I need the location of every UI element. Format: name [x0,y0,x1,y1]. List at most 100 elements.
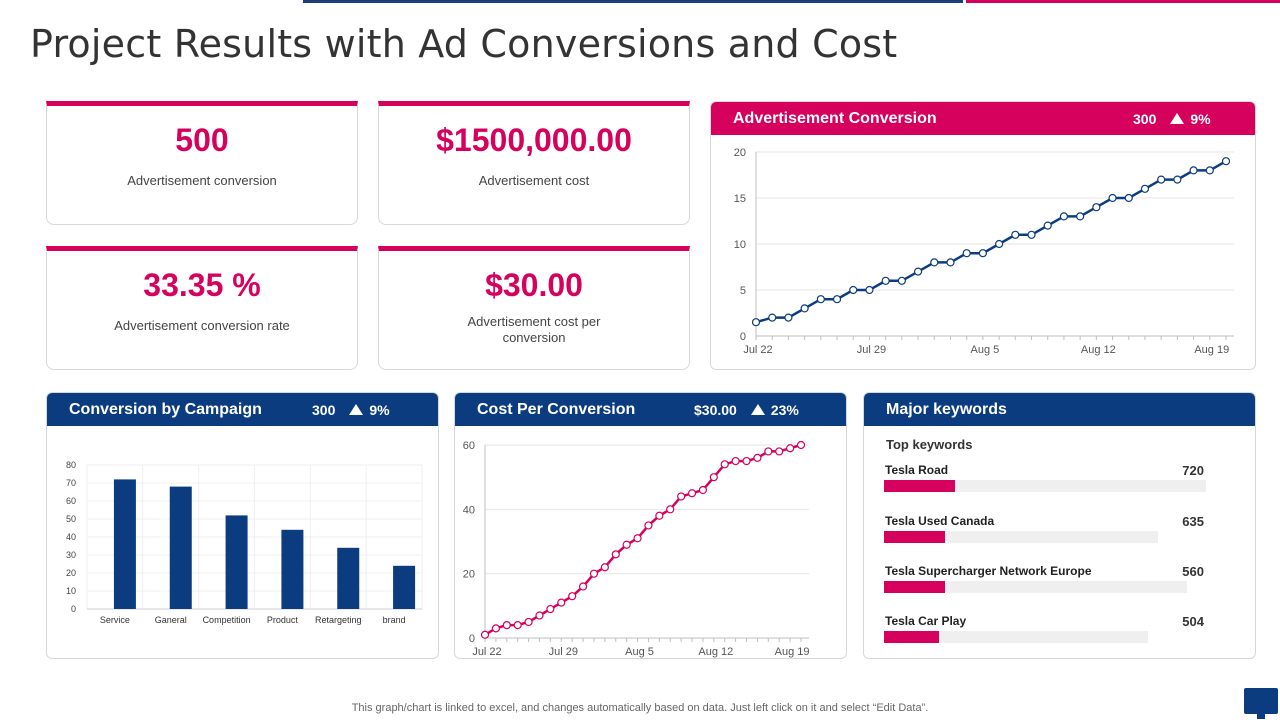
data-point [816,295,825,304]
data-point [1059,212,1069,221]
kpi-card-conversion: 500 Advertisement conversion [46,101,358,225]
keyword-bar-track [884,480,1206,492]
data-point [513,621,522,630]
data-point [622,540,631,549]
keywords-header: Major keywords [864,393,1255,426]
panel-title: Major keywords [886,400,1007,418]
x-tick-label: Aug 19 [775,646,810,658]
ad-conversion-panel: Advertisement Conversion 300 9% 0 5 10 15 20… [710,101,1256,370]
data-point [1011,230,1020,239]
data-point [995,239,1004,249]
stat-change: 9% [369,401,390,418]
kpi-label: Advertisement conversion [127,173,277,188]
keywords-subtitle: Top keywords [886,437,973,452]
y-tick-label: 0 [71,604,76,614]
data-point [731,456,740,466]
data-point [535,611,544,620]
kpi-value: 500 [175,122,229,158]
panel-title: Conversion by Campaign [69,400,262,418]
kpi-card-cost-per-conversion: $30.00 Advertisement cost per conversion [378,246,690,370]
y-tick-label: 60 [463,440,475,452]
stat-change: 23% [770,401,799,418]
up-triangle-icon [349,404,364,415]
top-accent-pink [966,0,1280,3]
panel-stat: $30.00 23% [694,393,799,426]
keyword-row: Tesla Car Play 504 [884,614,1204,654]
series-line [755,160,1227,324]
data-point [881,276,890,285]
x-tick-label: Product [267,615,299,625]
y-tick-label: 40 [66,532,76,542]
x-tick-label: Aug 5 [971,344,1000,356]
data-point [1140,184,1150,193]
keyword-name: Tesla Road [885,463,949,477]
data-point [546,604,555,614]
data-point [962,249,971,258]
keyword-name: Tesla Used Canada [885,514,995,528]
x-tick-label: Jul 29 [549,646,578,658]
data-point [611,550,620,559]
y-tick-label: 15 [734,193,746,205]
campaign-chart: 0 10 20 30 40 50 60 70 80 Service Ganeral Competiti… [66,460,423,625]
kpi-label: Advertisement cost per conversion [467,314,601,345]
y-tick-label: 20 [734,147,746,159]
keyword-bar-fill [884,631,939,643]
keyword-bar-fill [884,581,946,593]
bar [225,515,248,609]
data-point [800,304,809,313]
y-tick-label: 80 [66,460,76,470]
monitor-icon[interactable] [1244,688,1278,719]
up-triangle-icon [1170,113,1185,124]
x-tick-label: Retargeting [315,615,362,625]
keyword-bar-fill [884,480,955,492]
data-point [709,473,718,482]
x-tick-label: Competition [203,615,251,625]
kpi-card-conversion-rate: 33.35 % Advertisement conversion rate [46,246,358,370]
data-point [913,267,923,276]
data-point [1205,166,1214,175]
data-point [720,460,729,469]
bar [169,486,192,609]
y-tick-label: 40 [463,504,475,516]
data-point [751,318,761,327]
data-point [578,582,588,591]
kpi-card-cost: $1500,000.00 Advertisement cost [378,101,690,225]
keyword-value: 504 [1182,614,1204,629]
data-point [832,295,842,304]
cost-chart: 0 20 40 60 Jul 22 Jul 29 Aug 5 Aug 12 Aug 19 [463,440,810,658]
page-title: Project Results with Ad Conversions and … [30,22,898,66]
y-tick-label: 70 [66,478,76,488]
data-point [589,569,599,578]
bar [281,529,304,609]
campaign-panel: Conversion by Campaign 300 9% 0 10 20 30 40 5… [46,392,439,659]
data-point [557,598,566,607]
keyword-value: 635 [1182,514,1204,529]
x-tick-label: Jul 29 [857,344,886,356]
x-tick-label: Aug 12 [698,646,733,658]
x-tick-label: Ganeral [155,615,187,625]
y-tick-label: 0 [469,633,475,645]
keyword-name: Tesla Supercharger Network Europe [885,564,1092,578]
footer-note: This graph/chart is linked to excel, and… [351,702,929,714]
y-tick-label: 5 [740,285,746,297]
data-point [633,534,642,543]
y-tick-label: 10 [734,239,746,251]
data-point [1043,221,1052,230]
data-point [502,621,511,630]
x-tick-label: Aug 5 [625,646,654,658]
kpi-value: $30.00 [485,267,583,303]
data-point [897,276,906,285]
data-point [786,444,795,453]
kpi-label: Advertisement conversion rate [114,318,290,333]
keyword-row: Tesla Road 720 [884,463,1206,503]
stat-change: 9% [1190,110,1211,127]
data-point [644,521,653,530]
x-tick-label: Aug 19 [1194,344,1229,356]
data-point [946,258,955,267]
data-point [1173,175,1182,184]
data-point [1027,230,1036,239]
data-point [568,592,577,601]
data-point [1221,157,1231,166]
stat-value: $30.00 [694,401,737,418]
keyword-row: Tesla Used Canada 635 [884,514,1204,554]
